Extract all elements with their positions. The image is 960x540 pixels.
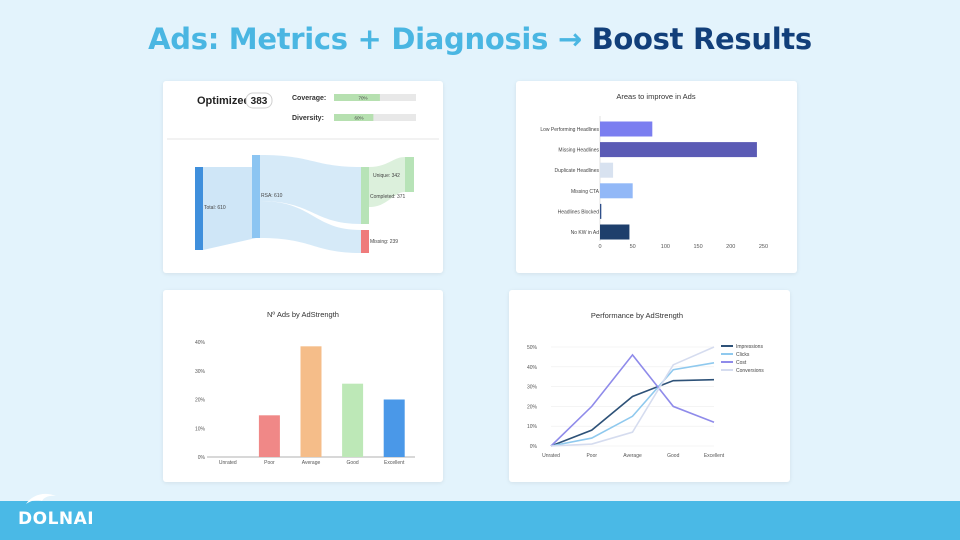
x-tick-label: Average [302, 460, 321, 466]
chart-title: Performance by AdStrength [591, 311, 683, 320]
diversity-value: 60% [354, 116, 363, 121]
legend-label: Clicks [736, 352, 750, 358]
sankey-label-missing: Missing: 239 [370, 239, 398, 245]
series-line-cost [550, 353, 715, 447]
bar [600, 162, 614, 178]
diversity-bar-track [334, 114, 416, 121]
adstrength-chart-card: Nº Ads by AdStrength 0% 10% 20% 30% 40% Unrate… [163, 290, 443, 482]
sankey-flow-rsa-completed [260, 155, 361, 224]
optimization-svg: Optimized 383 Coverage: 70% Diversity: 6… [167, 92, 439, 253]
y-tick-label: 30% [195, 369, 206, 375]
sankey-label-completed: Completed: 371 [370, 194, 406, 200]
chart-title: Areas to improve in Ads [616, 92, 695, 101]
x-tick-label: Poor [264, 460, 275, 466]
diversity-label: Diversity: [292, 115, 324, 122]
y-tick-label: 0% [198, 455, 206, 461]
sankey-node-completed [361, 167, 369, 224]
x-tick-label: 150 [693, 244, 702, 250]
bar [600, 183, 633, 199]
bar [383, 399, 405, 457]
y-tick-label: Missing CTA [571, 189, 600, 195]
bar [600, 224, 630, 240]
sankey-flow-total-rsa [203, 167, 256, 250]
x-tick-label: 200 [726, 244, 735, 250]
y-tick-label: Headlines Blocked [558, 209, 600, 215]
series-line-clicks [550, 362, 715, 447]
optimized-value: 383 [251, 96, 268, 107]
chart-title: Nº Ads by AdStrength [267, 310, 339, 319]
areas-chart: Areas to improve in Ads Low Performing He… [540, 92, 768, 250]
y-tick-label: 20% [195, 398, 206, 404]
diversity-bar-fill [334, 114, 374, 121]
sankey-label-unique: Unique: 342 [373, 173, 400, 179]
coverage-bar-fill [334, 94, 380, 101]
sankey-label-rsa: RSA: 610 [261, 193, 283, 199]
x-tick-label: Good [667, 453, 679, 459]
sankey-node-rsa [252, 155, 260, 238]
performance-chart: Performance by AdStrength 0% 10% 20% 30% 40% 5… [527, 311, 764, 459]
dolphin-icon [26, 493, 56, 504]
sankey-node-missing [361, 230, 369, 253]
bar [600, 142, 757, 158]
y-tick-label: Missing Headlines [558, 148, 599, 154]
x-tick-label: Unrated [542, 453, 560, 459]
y-tick-label: Low Performing Headlines [540, 127, 599, 133]
y-tick-label: 20% [527, 404, 538, 410]
bar [342, 383, 364, 457]
sankey-flow-completed-unique [369, 157, 405, 207]
optimized-label: Optimized [197, 95, 250, 107]
series-line-conversions [550, 346, 715, 447]
x-tick-label: 0 [598, 244, 601, 250]
x-tick-label: Poor [586, 453, 597, 459]
adstrength-chart: Nº Ads by AdStrength 0% 10% 20% 30% 40% Unrate… [195, 310, 415, 466]
bar [258, 415, 280, 457]
x-tick-label: Excellent [704, 453, 725, 459]
x-tick-label: 250 [759, 244, 768, 250]
x-tick-label: 100 [661, 244, 670, 250]
y-tick-label: 0% [530, 444, 538, 450]
x-tick-label: Unrated [219, 460, 237, 466]
page-title: Ads: Metrics + Diagnosis → Boost Results [0, 22, 960, 56]
x-tick-label: 50 [630, 244, 636, 250]
optimized-badge [245, 92, 273, 109]
bar [600, 203, 602, 219]
y-tick-label: 10% [195, 426, 206, 432]
y-tick-label: Duplicate Headlines [555, 168, 600, 174]
x-tick-label: Average [623, 453, 642, 459]
series-line-impressions [550, 378, 715, 447]
legend-label: Conversions [736, 368, 764, 374]
sankey-node-total [195, 167, 203, 250]
performance-chart-card: Performance by AdStrength 0% 10% 20% 30% 40% 5… [509, 290, 790, 482]
page-title-part2: Boost Results [591, 22, 813, 56]
legend-label: Cost [736, 360, 747, 366]
bar [600, 121, 653, 137]
areas-chart-card: Areas to improve in Ads Low Performing He… [516, 81, 797, 273]
optimization-card: Optimized 383 Coverage: 70% Diversity: 6… [163, 81, 443, 273]
footer-bar: DOLNAI [0, 493, 960, 540]
x-tick-label: Good [346, 460, 358, 466]
sankey-flow-rsa-missing [260, 201, 361, 253]
y-tick-label: 40% [527, 365, 538, 371]
page-title-part1: Ads: Metrics + Diagnosis → [148, 22, 582, 56]
y-tick-label: 40% [195, 340, 206, 346]
y-tick-label: 50% [527, 345, 538, 351]
y-tick-label: 10% [527, 424, 538, 430]
footer-logo: DOLNAI [18, 509, 95, 529]
sankey-node-unique [405, 157, 414, 192]
y-tick-label: No KW in Ad [571, 230, 600, 236]
legend-label: Impressions [736, 344, 763, 350]
x-tick-label: Excellent [384, 460, 405, 466]
y-tick-label: 30% [527, 385, 538, 391]
coverage-label: Coverage: [292, 95, 326, 102]
bar [300, 346, 322, 457]
sankey-label-total: Total: 610 [204, 205, 226, 211]
coverage-value: 70% [358, 96, 367, 101]
